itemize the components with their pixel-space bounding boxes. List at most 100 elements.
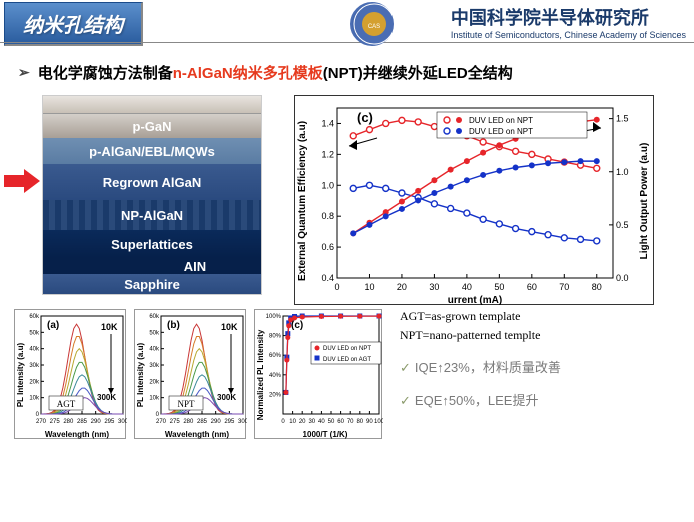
svg-text:DUV LED on AGT: DUV LED on AGT — [323, 357, 371, 363]
svg-text:Light Output Power (a.u): Light Output Power (a.u) — [639, 143, 650, 260]
red-arrow-icon — [2, 167, 42, 195]
svg-text:30k: 30k — [149, 363, 160, 369]
svg-text:60: 60 — [337, 419, 344, 425]
svg-text:70: 70 — [559, 282, 569, 292]
svg-text:30k: 30k — [29, 363, 40, 369]
svg-text:50k: 50k — [29, 330, 40, 336]
svg-text:290: 290 — [91, 419, 102, 425]
svg-text:1.0: 1.0 — [321, 180, 334, 190]
bullet-highlight: n-AlGaN纳米多孔模板 — [173, 62, 323, 83]
main-row: p-GaN p-AlGaN/EBL/MQWs Regrown AlGaN NP-… — [0, 91, 694, 305]
svg-text:40: 40 — [318, 419, 325, 425]
page-title: 纳米孔结构 — [4, 2, 143, 46]
svg-text:50k: 50k — [149, 330, 160, 336]
svg-text:PL Intensity (a.u): PL Intensity (a.u) — [16, 343, 25, 408]
structure-diagram: p-GaN p-AlGaN/EBL/MQWs Regrown AlGaN NP-… — [14, 95, 284, 305]
svg-text:285: 285 — [77, 419, 88, 425]
svg-text:0: 0 — [36, 412, 40, 418]
svg-text:40k: 40k — [29, 347, 40, 353]
svg-text:Normalized PL Intensity: Normalized PL Intensity — [256, 329, 265, 420]
svg-text:285: 285 — [197, 419, 208, 425]
svg-text:300K: 300K — [97, 393, 116, 402]
svg-text:Wavelength (nm): Wavelength (nm) — [45, 430, 109, 439]
svg-text:1.2: 1.2 — [321, 149, 334, 159]
chart-c-container: 0.40.60.81.01.21.40.00.51.01.50102030405… — [294, 95, 664, 305]
svg-text:80: 80 — [592, 282, 602, 292]
svg-text:60k: 60k — [29, 314, 40, 320]
header-divider — [0, 42, 694, 43]
svg-text:AGT: AGT — [57, 399, 76, 409]
check-icon: ✓ — [400, 360, 411, 375]
svg-text:100: 100 — [374, 419, 383, 425]
svg-text:20%: 20% — [269, 392, 282, 398]
layer-sapphire: Sapphire — [43, 274, 261, 294]
info-panel: AGT=as-grown template NPT=nano-patterned… — [390, 309, 680, 409]
svg-text:(b): (b) — [167, 320, 180, 331]
def-npt: NPT=nano-patterned templte — [400, 328, 680, 343]
svg-text:270: 270 — [156, 419, 167, 425]
bullet-suffix: (NPT)并继续外延LED全结构 — [323, 62, 513, 83]
svg-text:10k: 10k — [29, 396, 40, 402]
check-iqe: ✓IQE↑23%，材料质量改善 — [400, 357, 680, 376]
svg-text:(c): (c) — [291, 320, 303, 331]
svg-text:275: 275 — [170, 419, 181, 425]
svg-text:DUV LED on NPT: DUV LED on NPT — [469, 127, 533, 136]
bullet-row: ➢ 电化学腐蚀方法制备 n-AlGaN纳米多孔模板 (NPT)并继续外延LED全… — [18, 62, 676, 83]
svg-text:20: 20 — [299, 419, 306, 425]
svg-text:295: 295 — [224, 419, 235, 425]
layer-pgan: p-GaN — [43, 114, 261, 138]
svg-text:80%: 80% — [269, 334, 282, 340]
svg-text:0: 0 — [334, 282, 339, 292]
mini-a-svg: 270275280285290295300010k20k30k40k50k60k… — [15, 310, 127, 440]
institute-en: Institute of Semiconductors, Chinese Aca… — [451, 30, 686, 40]
svg-text:1.4: 1.4 — [321, 118, 334, 128]
svg-text:30: 30 — [308, 419, 315, 425]
bullet-prefix: 电化学腐蚀方法制备 — [38, 62, 173, 83]
svg-text:20: 20 — [397, 282, 407, 292]
svg-text:10: 10 — [289, 419, 296, 425]
svg-text:300: 300 — [118, 419, 127, 425]
institute-text: 中国科学院半导体研究所 Institute of Semiconductors,… — [451, 4, 686, 40]
layer-superlattices: Superlattices — [43, 230, 261, 258]
svg-text:270: 270 — [36, 419, 47, 425]
mini-c-svg: 010203040506070809010020%40%60%80%100%(c… — [255, 310, 383, 440]
bottom-row: 270275280285290295300010k20k30k40k50k60k… — [0, 305, 694, 439]
mini-chart-c: 010203040506070809010020%40%60%80%100%(c… — [254, 309, 382, 439]
institute-cn: 中国科学院半导体研究所 — [451, 4, 686, 30]
layer-stack: p-GaN p-AlGaN/EBL/MQWs Regrown AlGaN NP-… — [42, 95, 262, 295]
svg-text:100%: 100% — [266, 314, 282, 320]
check-icon: ✓ — [400, 393, 411, 408]
svg-text:10: 10 — [364, 282, 374, 292]
svg-text:1.5: 1.5 — [616, 114, 629, 124]
svg-text:urrent (mA): urrent (mA) — [448, 295, 502, 306]
svg-text:10K: 10K — [101, 322, 118, 332]
svg-text:PL Intensity (a.u): PL Intensity (a.u) — [136, 343, 145, 408]
svg-text:60k: 60k — [149, 314, 160, 320]
svg-text:290: 290 — [211, 419, 222, 425]
layer-ain: AIN — [43, 258, 261, 274]
svg-text:0: 0 — [156, 412, 160, 418]
svg-text:40%: 40% — [269, 373, 282, 379]
layer-regrown: Regrown AlGaN — [43, 164, 261, 200]
svg-text:0.4: 0.4 — [321, 273, 334, 283]
svg-text:40k: 40k — [149, 347, 160, 353]
svg-text:CAS: CAS — [368, 24, 380, 30]
svg-text:60: 60 — [527, 282, 537, 292]
svg-text:1000/T (1/K): 1000/T (1/K) — [303, 430, 348, 439]
svg-text:External Quantum Efficiency (a: External Quantum Efficiency (a.u) — [297, 121, 308, 281]
svg-text:0.5: 0.5 — [616, 220, 629, 230]
svg-text:50: 50 — [328, 419, 335, 425]
check-eqe: ✓EQE↑50%，LEE提升 — [400, 390, 680, 409]
stack-top-3d — [43, 96, 261, 114]
svg-text:0: 0 — [281, 419, 285, 425]
svg-text:NPT: NPT — [177, 399, 195, 409]
svg-text:280: 280 — [63, 419, 74, 425]
svg-text:275: 275 — [50, 419, 61, 425]
svg-text:(c): (c) — [357, 110, 373, 125]
svg-text:DUV LED on NPT: DUV LED on NPT — [469, 116, 533, 125]
svg-text:10k: 10k — [149, 396, 160, 402]
bullet-icon: ➢ — [18, 64, 30, 81]
layer-np-algan: NP-AlGaN — [43, 200, 261, 230]
svg-text:Wavelength (nm): Wavelength (nm) — [165, 430, 229, 439]
svg-text:30: 30 — [429, 282, 439, 292]
